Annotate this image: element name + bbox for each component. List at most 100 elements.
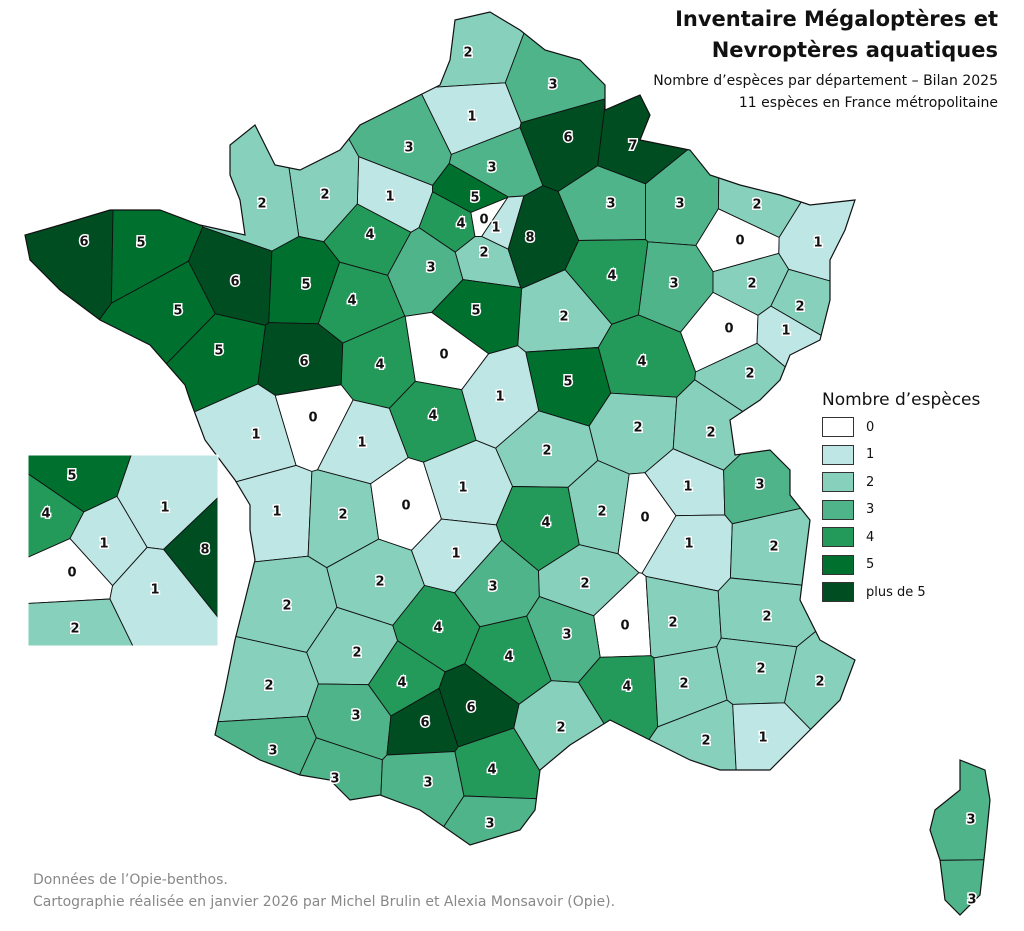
department-value-label: 6 (230, 275, 239, 290)
legend-swatch (822, 527, 854, 547)
department-value-label: 4 (541, 516, 550, 531)
legend-label: 5 (866, 557, 875, 572)
department-value-label: 5 (470, 191, 479, 206)
subtitle-line-1: Nombre d’espèces par département – Bilan… (653, 73, 998, 89)
department-value-label: 0 (308, 411, 317, 426)
department-value-label: 5 (173, 304, 182, 319)
legend-label: plus de 5 (866, 584, 926, 600)
legend-item: 2 (822, 471, 980, 493)
department-value-label: 4 (607, 269, 616, 284)
department-value-label: 3 (967, 893, 976, 908)
department-value-label: 1 (357, 436, 366, 451)
department-value-label: 1 (758, 731, 767, 746)
department-value-label: 6 (420, 716, 429, 731)
legend-title: Nombre d’espèces (822, 390, 981, 410)
department-value-label: 0 (735, 234, 744, 249)
legend-label: 4 (866, 529, 875, 545)
department-value-label: 2 (375, 575, 384, 590)
department-value-label: 4 (428, 409, 437, 424)
department-value-label: 4 (433, 621, 442, 636)
department-value-label: 2 (706, 426, 715, 441)
inset-department-value-label: 1 (99, 537, 108, 552)
department-value-label: 3 (268, 744, 277, 759)
department (25, 12, 118, 457)
department-value-label: 4 (365, 228, 374, 243)
department-value-label: 2 (795, 300, 804, 315)
department-value-label: 6 (299, 355, 308, 370)
department-value-label: 4 (622, 680, 631, 695)
department-value-label: 1 (272, 505, 281, 520)
department-value-label: 2 (338, 508, 347, 523)
department-value-label: 2 (668, 616, 677, 631)
legend-swatch (822, 472, 854, 492)
department-value-label: 3 (755, 478, 764, 493)
department-value-label: 2 (701, 734, 710, 749)
department-value-label: 4 (397, 676, 406, 691)
credits-line-2: Cartographie réalisée en janvier 2026 pa… (33, 894, 616, 910)
map-title: Inventaire Mégaloptères et Nevroptères a… (675, 4, 998, 66)
department (732, 702, 866, 915)
department-value-label: 3 (675, 197, 684, 212)
department-value-label: 0 (620, 619, 629, 634)
department-value-label: 5 (136, 236, 145, 251)
department-value-label: 2 (633, 421, 642, 436)
department (275, 12, 538, 89)
department-value-label: 3 (548, 78, 557, 93)
inset-department-value-label: 1 (160, 501, 169, 516)
department-value-label: 2 (463, 46, 472, 61)
department-value-label: 1 (491, 221, 500, 236)
department-value-label: 4 (347, 294, 356, 309)
department (779, 858, 990, 915)
department-value-label: 3 (485, 817, 494, 832)
department-value-label: 2 (580, 577, 589, 592)
department-value-label: 3 (330, 772, 339, 787)
department-value-label: 2 (747, 277, 756, 292)
department-value-label: 4 (504, 650, 513, 665)
department-value-label: 2 (257, 197, 266, 212)
legend-swatch (822, 444, 854, 465)
department-value-label: 1 (458, 481, 467, 496)
department-value-label: 5 (563, 375, 572, 390)
department-value-label: 3 (351, 709, 360, 724)
department-value-label: 3 (488, 580, 497, 595)
department-value-label: 6 (79, 235, 88, 250)
inset-department-value-label: 5 (67, 469, 76, 484)
title-line-1: Inventaire Mégaloptères et (675, 7, 998, 31)
inset-department-value-label: 8 (200, 543, 209, 558)
department-value-label: 3 (606, 197, 615, 212)
department-value-label: 1 (684, 537, 693, 552)
department-value-label: 1 (251, 428, 260, 443)
department-value-label: 0 (724, 322, 733, 337)
legend-swatch (822, 582, 854, 602)
department-value-label: 1 (683, 480, 692, 495)
legend-swatch (822, 499, 854, 520)
department-value-label: 0 (640, 511, 649, 526)
department-value-label: 4 (456, 217, 465, 232)
credits-line-1: Données de l’Opie-benthos. (33, 872, 228, 888)
department-value-label: 3 (404, 141, 413, 156)
inset-department (109, 546, 218, 646)
department-value-label: 2 (679, 677, 688, 692)
title-line-2: Nevroptères aquatiques (711, 38, 998, 62)
department (833, 609, 990, 863)
department-value-label: 1 (451, 547, 460, 562)
department-value-label: 0 (439, 348, 448, 363)
department-value-label: 1 (781, 324, 790, 339)
department-value-label: 2 (320, 188, 329, 203)
inset-department-value-label: 2 (70, 622, 79, 637)
inset-frame (27, 454, 219, 647)
legend-item: 4 (822, 526, 980, 548)
map-subtitle: Nombre d’espèces par département – Bilan… (653, 70, 998, 114)
legend-label: 3 (866, 502, 875, 517)
department-value-label: 1 (385, 190, 394, 205)
department (110, 12, 204, 304)
department-value-label: 2 (479, 246, 488, 261)
department-value-label: 4 (637, 355, 646, 370)
department-value-label: 1 (467, 110, 476, 125)
department-value-label: 8 (525, 231, 534, 246)
department-value-label: 6 (466, 701, 475, 716)
department-value-label: 2 (352, 646, 361, 661)
inset-department-value-label: 4 (41, 507, 50, 522)
department-value-label: 4 (487, 763, 496, 778)
department-value-label: 3 (669, 277, 678, 292)
